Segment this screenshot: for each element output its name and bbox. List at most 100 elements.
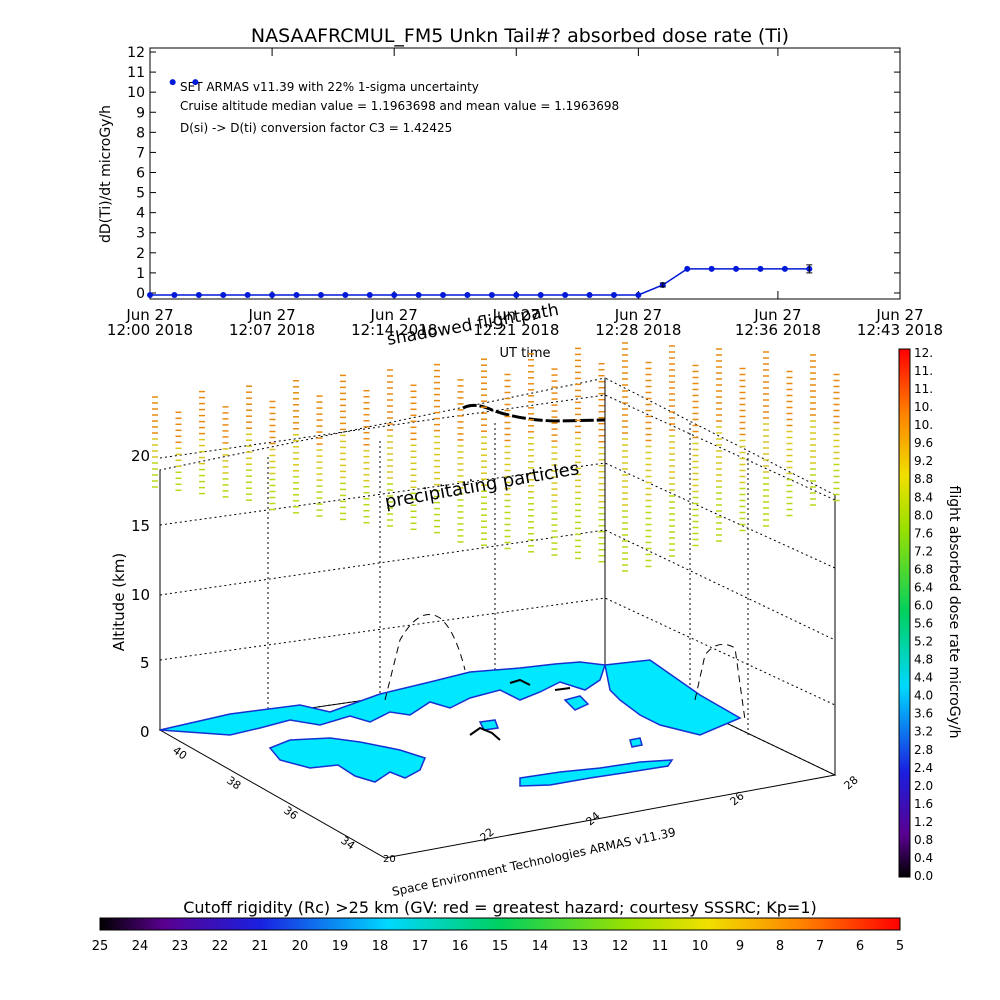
y-tick-label: 6 (136, 165, 145, 181)
island (478, 719, 500, 731)
shadow-curves (384, 614, 746, 721)
colorbar-title: Cutoff rigidity (Rc) >25 km (GV: red = g… (183, 898, 817, 917)
data-point (169, 79, 176, 86)
y-tick-label: 0 (136, 286, 145, 302)
crete (519, 759, 674, 787)
y-tick-label: 10 (127, 85, 145, 101)
data-point (562, 291, 569, 298)
colorbar-tick-label: 8 (776, 939, 784, 954)
coast-segment (554, 687, 571, 691)
grid-line (159, 529, 836, 641)
y-tick-label: 12 (127, 45, 145, 61)
colorbar-tick-label: 11. (914, 382, 933, 396)
data-point (195, 291, 202, 298)
colorbar-tick-label: 6.4 (914, 580, 933, 594)
data-point (415, 291, 422, 298)
mainland (159, 661, 607, 736)
x-tick-label: Jun 27 (247, 306, 295, 324)
colorbar-tick-label: 4.4 (914, 671, 933, 685)
colorbar-tick-label: 11. (914, 364, 933, 378)
colorbar-tick-label: 13 (572, 939, 589, 954)
colorbar-tick-label: 21 (252, 939, 269, 954)
colorbar-tick-label: 6 (856, 939, 864, 954)
data-point (171, 291, 178, 298)
chart-title: NASAAFRCMUL_FM5 Unkn Tail#? absorbed dos… (251, 25, 789, 47)
x-tick-label: 12:00 2018 (107, 321, 193, 339)
coast-segment (469, 726, 501, 741)
data-point (610, 291, 617, 298)
colorbar-tick-label: 2.8 (914, 743, 933, 757)
longitude-tick: 28 (842, 773, 861, 792)
floor (158, 664, 837, 859)
colorbar-tick-label: 3.6 (914, 707, 933, 721)
colorbar-tick-label: 1.2 (914, 815, 933, 829)
colorbar-tick-label: 12 (612, 939, 629, 954)
colorbar-tick-label: 15 (492, 939, 509, 954)
colorbar-tick-label: 1.6 (914, 797, 933, 811)
y-tick-label: 4 (136, 206, 145, 222)
annotation-line: D(si) -> D(ti) conversion factor C3 = 1.… (180, 121, 452, 135)
data-point (708, 265, 715, 272)
data-point (293, 291, 300, 298)
colorbar-tick-label: 19 (332, 939, 349, 954)
peloponnese (268, 737, 427, 783)
y-tick-label: 11 (127, 65, 145, 81)
colorbar-tick-label: 7.6 (914, 526, 933, 540)
particle-layer (152, 342, 840, 572)
anatolia (604, 659, 742, 736)
colorbar-ticks: 25 24 23 22 21 20 19 18 17 16 15 14 13 12 11 10 9 8 7 6 5 (92, 939, 904, 954)
data-point (635, 291, 642, 298)
data-point (464, 291, 471, 298)
data-point (192, 79, 199, 86)
x-tick-label: Jun 27 (875, 306, 923, 324)
plot-frame (149, 47, 901, 300)
colorbar-tick-label: 9.2 (914, 454, 933, 468)
data-point (537, 291, 544, 298)
x-tick-label: Jun 27 (614, 306, 662, 324)
colorbar-tick-label: 17 (412, 939, 429, 954)
annotations: SET ARMAS v11.39 with 22% 1-sigma uncert… (180, 80, 619, 135)
colorbar-tick-label: 5 (896, 939, 904, 954)
data-point (317, 291, 324, 298)
data-point (757, 265, 764, 272)
x-tick-label: 12:21 2018 (473, 321, 559, 339)
y-tick-label: 9 (136, 105, 145, 121)
colorbar-tick-label: 9 (736, 939, 744, 954)
altitude-tick: 5 (140, 654, 150, 672)
longitude-tick: 24 (584, 809, 603, 828)
latitude-tick: 38 (224, 774, 243, 793)
x-tick-label: 12:43 2018 (857, 321, 943, 339)
latitude-tick: 40 (170, 744, 189, 763)
label-precipitating-particles: precipitating particles (383, 458, 580, 513)
series-line (150, 268, 810, 296)
altitude-ticks: 0 5 10 15 20 (131, 447, 150, 741)
colorbar-tick-label: 8.4 (914, 490, 933, 504)
colorbar-tick-label: 8.8 (914, 472, 933, 486)
colorbar-tick-label: 0.4 (914, 851, 933, 865)
altitude-tick: 20 (131, 447, 150, 465)
colorbar-tick-label: 8.0 (914, 508, 933, 522)
y-tick-label: 5 (136, 186, 145, 202)
colorbar-tick-label: 9.6 (914, 436, 933, 450)
longitude-tick: 22 (478, 825, 497, 844)
colorbar-tick-label: 2.0 (914, 779, 933, 793)
data-point (781, 265, 788, 272)
latitude-tick: 34 (338, 834, 357, 853)
flight-3d-map: shadowed flightpath precipitating partic… (110, 300, 861, 899)
data-point (488, 291, 495, 298)
colorbar-tick-label: 10. (914, 400, 933, 414)
data-point (269, 291, 276, 298)
dose-rate-timeseries: NASAAFRCMUL_FM5 Unkn Tail#? absorbed dos… (98, 25, 943, 361)
colorbar-tick-label: 4.8 (914, 653, 933, 667)
colorbar-title: flight absorbed dose rate microGy/h (946, 486, 962, 739)
colorbar-tick-label: 0.8 (914, 833, 933, 847)
colorbar-ticks: 0.0 0.4 0.8 1.2 1.6 2.0 2.4 2.8 3.2 3.6 4.0 4.4 4.8 5… (914, 346, 933, 883)
data-point (391, 291, 398, 298)
island (563, 695, 590, 711)
colorbar-tick-label: 2.4 (914, 761, 933, 775)
land-masses (159, 659, 742, 787)
colorbar-tick-label: 11 (652, 939, 669, 954)
x-tick-label: Jun 27 (753, 306, 801, 324)
